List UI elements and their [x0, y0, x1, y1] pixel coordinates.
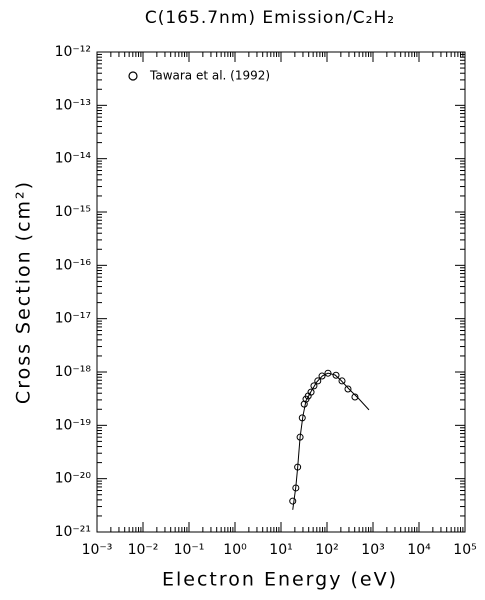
y-tick-label: 10⁻²¹ [55, 524, 91, 540]
x-tick-label: 10⁵ [453, 542, 476, 558]
plot-frame [96, 51, 466, 533]
x-tick-label: 10⁻¹ [174, 542, 205, 558]
data-point [289, 497, 297, 505]
y-axis-label: Cross Section (cm²) [13, 180, 35, 404]
x-tick-label: 10⁰ [223, 542, 247, 558]
data-point [310, 382, 318, 390]
legend-marker [128, 71, 138, 81]
data-point [344, 385, 352, 393]
data-point [324, 369, 332, 377]
y-tick-label: 10⁻¹⁶ [55, 257, 92, 273]
x-tick-label: 10⁻² [128, 542, 159, 558]
y-tick-label: 10⁻¹⁹ [55, 417, 92, 433]
y-tick-label: 10⁻¹⁵ [55, 204, 91, 220]
data-point [307, 388, 315, 396]
chart-title: C(165.7nm) Emission/C₂H₂ [145, 8, 395, 28]
data-point [351, 393, 359, 401]
legend-label: Tawara et al. (1992) [149, 69, 270, 83]
data-point [314, 377, 322, 385]
y-tick-label: 10⁻¹² [55, 44, 91, 60]
x-tick-label: 10³ [361, 542, 384, 558]
x-tick-label: 10¹ [269, 542, 292, 558]
y-tick-label: 10⁻²⁰ [55, 471, 92, 487]
x-axis-label: Electron Energy (eV) [162, 569, 398, 591]
y-tick-label: 10⁻¹³ [55, 97, 91, 113]
x-tick-label: 10⁻³ [82, 542, 113, 558]
data-point [332, 371, 340, 379]
y-tick-label: 10⁻¹⁷ [55, 311, 91, 327]
y-tick-label: 10⁻¹⁴ [55, 151, 92, 167]
data-point [318, 372, 326, 380]
data-point [338, 377, 346, 385]
x-tick-label: 10² [315, 542, 338, 558]
x-tick-label: 10⁴ [407, 542, 431, 558]
fit-line [292, 372, 370, 510]
y-tick-label: 10⁻¹⁸ [55, 364, 92, 380]
